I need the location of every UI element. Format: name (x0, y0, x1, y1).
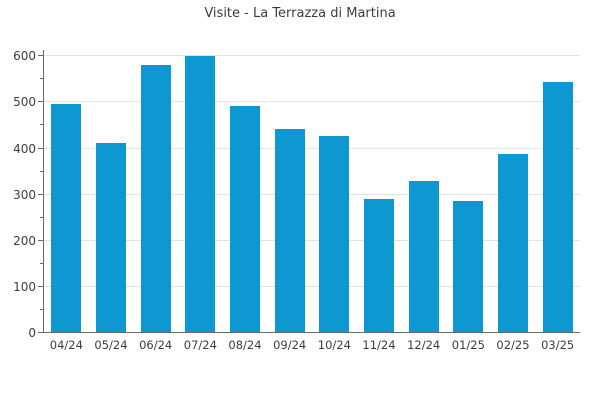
x-tick-label: 12/24 (407, 338, 441, 352)
gridline (44, 147, 580, 149)
y-tick-label: 0 (28, 326, 36, 340)
y-axis-line (43, 50, 44, 333)
x-tick-label: 01/25 (451, 338, 485, 352)
bar (408, 181, 439, 332)
bar (364, 199, 394, 332)
bar (51, 103, 82, 332)
y-tick-label: 600 (13, 49, 36, 64)
y-major-tick (38, 193, 43, 195)
chart-title: Visite - La Terrazza di Martina (204, 6, 396, 21)
gridline (44, 239, 580, 241)
y-major-tick (38, 332, 43, 333)
bar (230, 106, 260, 332)
x-tick-label: 06/24 (139, 338, 173, 352)
x-tick-label: 05/24 (94, 338, 128, 352)
bar (319, 136, 350, 332)
y-tick-label: 400 (13, 141, 36, 156)
x-tick-label: 11/24 (362, 338, 396, 352)
bar (185, 56, 216, 332)
x-tick-label: 08/24 (228, 338, 262, 352)
x-tick-label: 04/24 (49, 338, 83, 352)
gridline (44, 285, 580, 287)
x-tick-label: 07/24 (183, 338, 217, 352)
y-tick-label: 300 (13, 187, 36, 202)
y-minor-tick (40, 124, 43, 126)
bar (274, 128, 305, 332)
bar (453, 200, 484, 332)
bar (542, 82, 573, 332)
y-tick-label: 500 (13, 95, 36, 110)
y-minor-tick (40, 262, 43, 264)
x-axis-line (43, 332, 580, 333)
y-major-tick (38, 239, 43, 241)
y-major-tick (38, 101, 43, 103)
bar (96, 143, 126, 332)
x-tick-label: 03/25 (541, 338, 575, 352)
gridline (44, 193, 580, 195)
gridline (44, 55, 580, 57)
y-minor-tick (40, 308, 43, 310)
y-minor-tick (40, 78, 43, 80)
bar (140, 65, 171, 332)
bar (498, 154, 528, 332)
y-tick-label: 100 (13, 279, 36, 294)
y-tick-label: 200 (13, 233, 36, 248)
x-tick-label: 10/24 (317, 338, 351, 352)
x-tick-label: 09/24 (273, 338, 307, 352)
y-major-tick (38, 55, 43, 57)
y-major-tick (38, 285, 43, 287)
y-minor-tick (40, 170, 43, 172)
y-minor-tick (40, 216, 43, 218)
y-major-tick (38, 147, 43, 149)
gridline (44, 101, 580, 103)
plot-area: 04/24 05/24 06/24 07/24 08/24 09/24 10/24 11/24… (38, 50, 580, 352)
x-tick-label: 02/25 (496, 338, 530, 352)
y-axis-labels: 0 100 200 300 400 500 600 (0, 49, 36, 339)
